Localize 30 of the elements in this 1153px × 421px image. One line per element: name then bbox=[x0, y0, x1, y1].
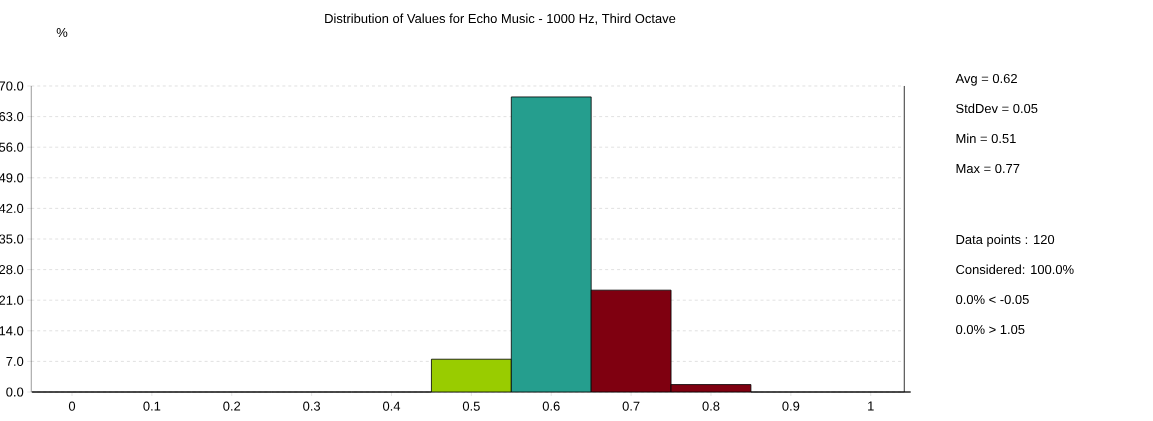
y-tick-label: 14.0 bbox=[0, 326, 24, 336]
y-tick-label: 35.0 bbox=[0, 234, 24, 244]
x-tick-label: 0.7 bbox=[622, 401, 640, 411]
text: Data points : 120 bbox=[956, 234, 1055, 247]
x-tick-label: 1 bbox=[868, 401, 874, 411]
x-tick-label: 0 bbox=[68, 401, 76, 411]
text: StdDev = 0.05 bbox=[956, 103, 1038, 114]
x-tick-label: 0.1 bbox=[143, 401, 161, 411]
y-tick-label: 21.0 bbox=[0, 295, 24, 305]
y-tick-label: 70.0 bbox=[0, 81, 24, 91]
y-tick-label: 63.0 bbox=[0, 112, 24, 122]
x-tick-label: 0.4 bbox=[382, 401, 401, 411]
text: 0.0% > 1.05 bbox=[956, 324, 1025, 335]
x-tick-label: 0.8 bbox=[702, 401, 720, 411]
x-tick-label: 0.3 bbox=[303, 401, 321, 411]
text: Avg = 0.62 bbox=[955, 73, 1017, 86]
y-tick-label: 0.0 bbox=[6, 387, 24, 397]
text: Min = 0.51 bbox=[956, 133, 1016, 144]
text: Considered: 100.0% bbox=[956, 264, 1074, 275]
text: Max = 0.77 bbox=[956, 163, 1020, 174]
x-tick-label: 0.5 bbox=[462, 401, 480, 411]
x-tick-label: 0.2 bbox=[223, 401, 241, 411]
y-axis-title: % bbox=[56, 28, 68, 38]
x-tick-label: 0.6 bbox=[542, 401, 560, 411]
y-tick-label: 7.0 bbox=[6, 356, 24, 366]
text: 0.0% < -0.05 bbox=[956, 294, 1029, 305]
chart-title: Distribution of Values for Echo Music - 1000 Hz, Third Octave bbox=[325, 13, 676, 25]
y-tick-label: 28.0 bbox=[0, 265, 24, 275]
x-tick-label: 0.9 bbox=[782, 401, 800, 411]
y-tick-label: 56.0 bbox=[0, 142, 24, 152]
